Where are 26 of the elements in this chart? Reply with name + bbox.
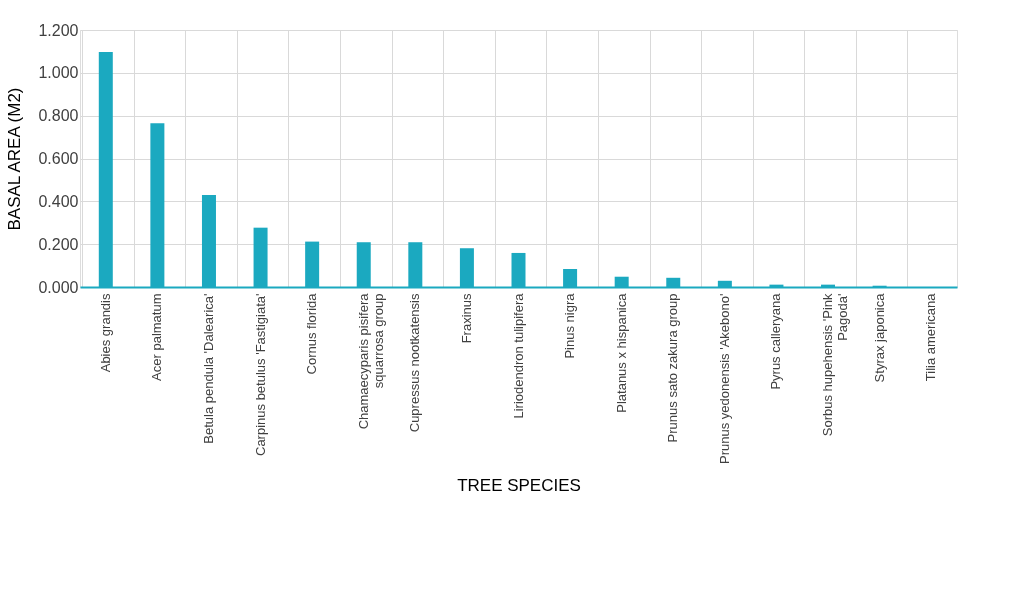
x-tick-label: Prunus sato zakura group [665,293,681,443]
x-tick-label: Acer palmatum [149,293,165,381]
x-tick-label: Sorbus hupehensis 'Pink Pagoda' [820,293,851,437]
x-tick-label: Prunus yedonensis 'Akebono' [716,293,732,464]
x-tick-label: Carpinus betulus 'Fastigiata' [252,293,268,456]
y-tick-label: 1.200 [38,21,79,39]
y-tick-label: 0.200 [38,235,79,253]
x-tick-label: Fraxinus [458,293,474,344]
y-tick-label: 0.400 [38,192,79,210]
x-tick-label: Tilia americana [923,292,939,382]
y-tick-label: 0.800 [38,107,79,125]
x-tick-label: Betula pendula 'Dalearica' [200,293,216,444]
x-tick-label: Abies grandis [97,293,113,373]
x-axis-title: TREE SPECIES [457,475,581,495]
x-tick-label: Pinus nigra [562,292,578,359]
x-tick-label: Chamaecyparis pisifera squarrosa group [355,292,386,430]
x-tick-label: Cupressus nootkatensis [407,293,423,433]
y-tick-label: 0.000 [38,278,79,296]
x-tick-label: Cornus florida [304,292,320,375]
x-tick-label: Platanus x hispanica [613,292,629,413]
y-tick-label: 1.000 [38,64,79,82]
y-axis-title: BASAL AREA (M2) [5,87,25,231]
x-tick-label: Styrax japonica [871,292,887,383]
x-tick-label: Liriodendron tulipifera [510,292,526,419]
x-tick-label: Pyrus calleryana [768,292,784,390]
y-tick-label: 0.600 [38,150,79,167]
